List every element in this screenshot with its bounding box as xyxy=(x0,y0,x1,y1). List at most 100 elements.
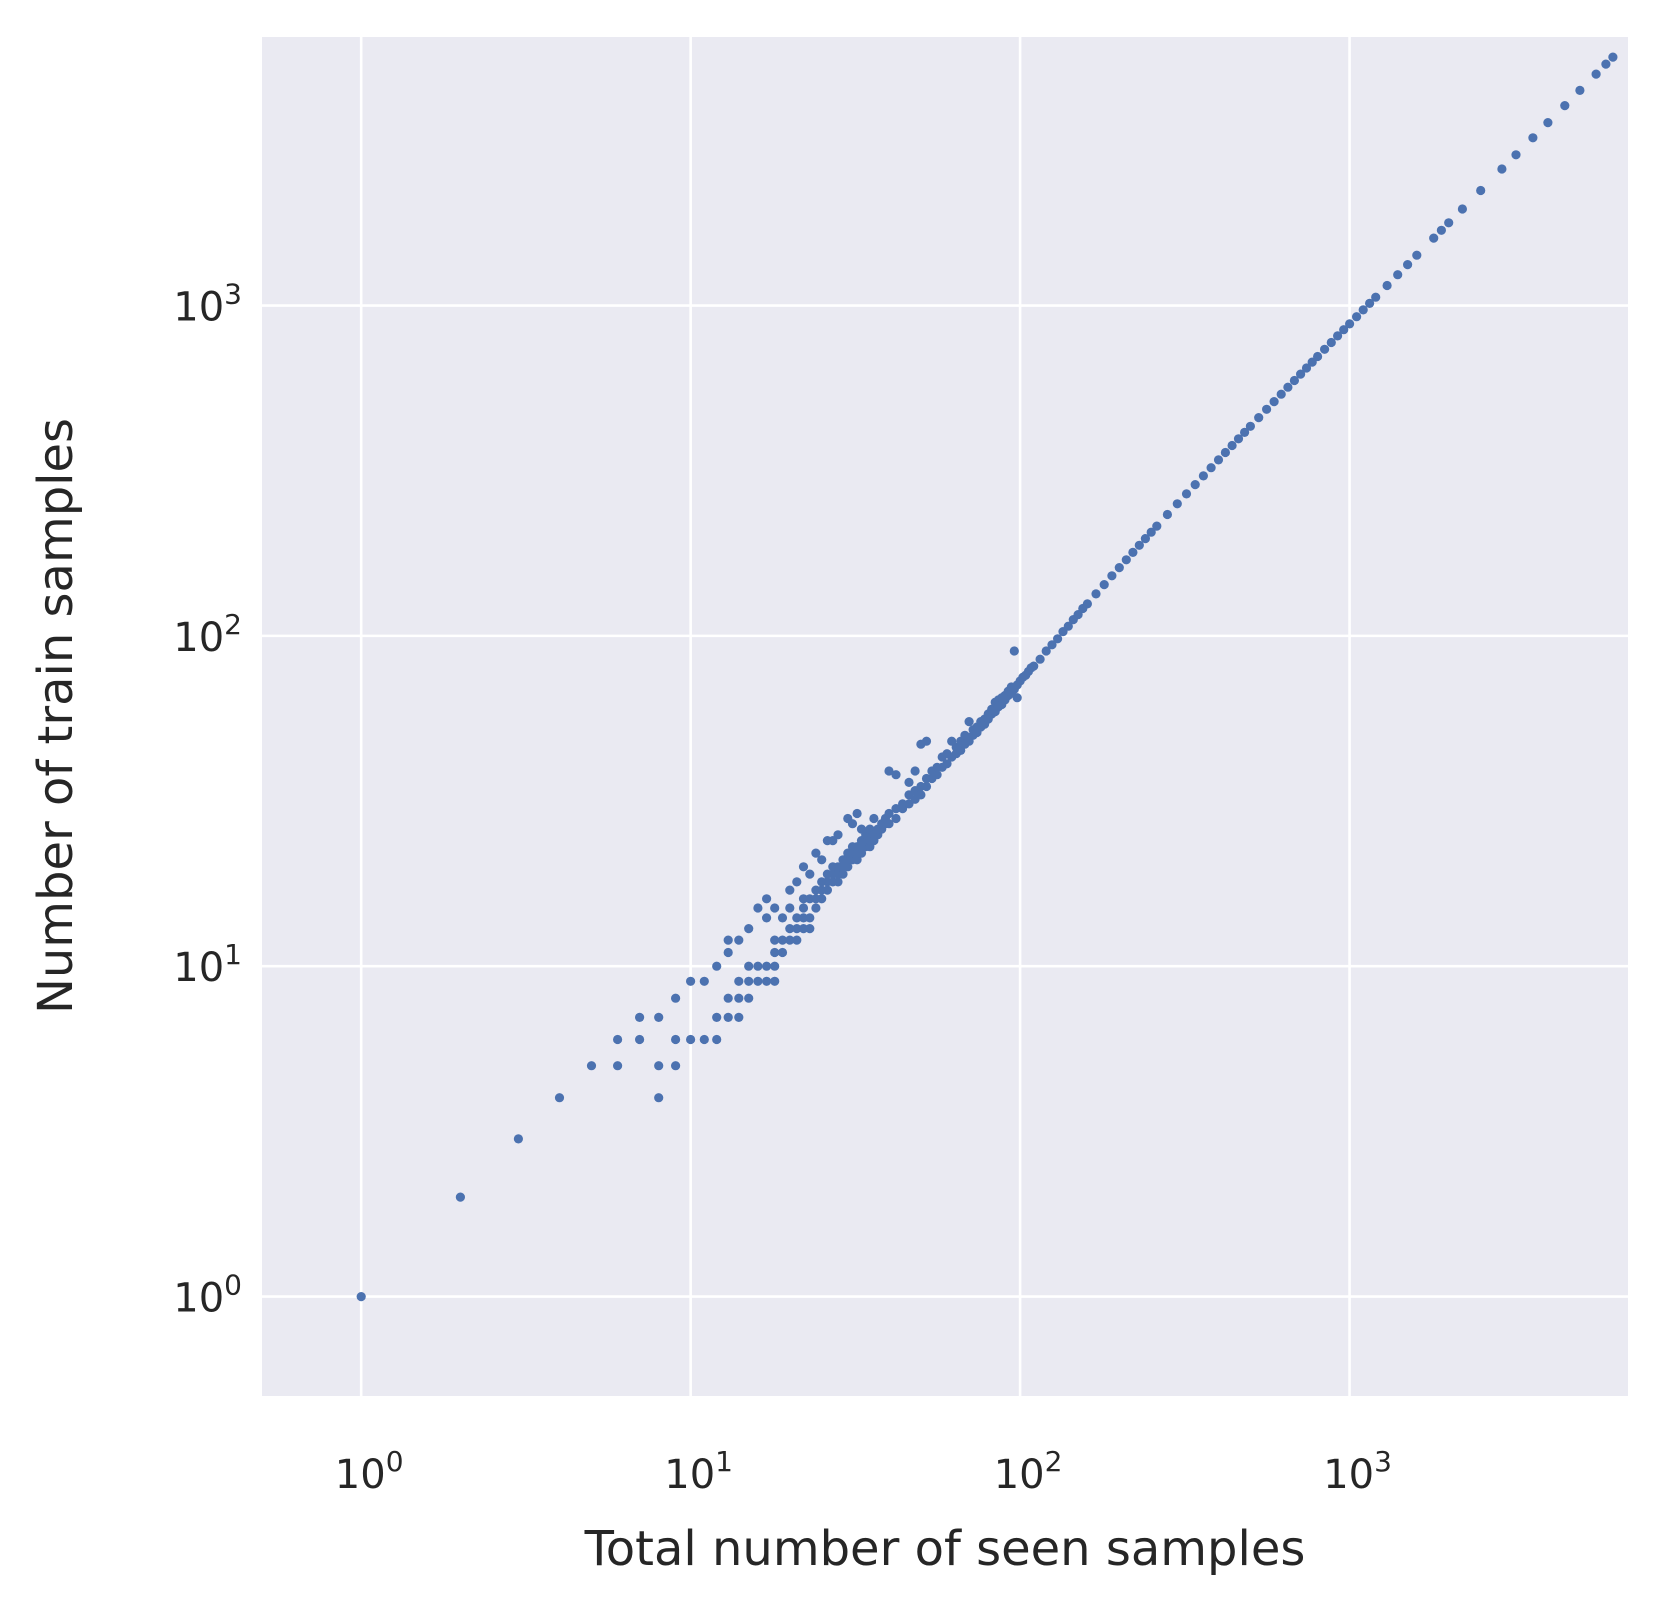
data-point xyxy=(869,813,879,824)
data-point xyxy=(1283,382,1293,392)
data-point xyxy=(884,766,894,776)
data-point xyxy=(1146,527,1156,537)
data-point xyxy=(635,1034,645,1045)
data-point xyxy=(852,855,862,865)
data-point xyxy=(817,894,827,904)
data-point xyxy=(964,717,974,727)
data-point xyxy=(686,976,696,986)
data-point xyxy=(671,993,681,1003)
data-point xyxy=(1063,621,1073,631)
data-point xyxy=(1528,133,1538,143)
data-point xyxy=(734,976,744,986)
data-point xyxy=(777,947,788,958)
data-point xyxy=(770,947,780,958)
data-point xyxy=(884,819,894,829)
data-point xyxy=(1053,634,1063,644)
data-point xyxy=(770,935,780,945)
y-axis-label: Number of train samples xyxy=(28,418,84,1014)
data-point xyxy=(1220,447,1230,458)
data-point xyxy=(723,1012,733,1023)
data-point xyxy=(770,903,780,913)
data-point xyxy=(1301,363,1312,373)
grid-lines xyxy=(262,37,1628,1396)
data-point xyxy=(1371,292,1381,302)
data-point xyxy=(654,1093,664,1103)
data-point xyxy=(734,1012,744,1023)
data-point xyxy=(699,976,709,986)
data-point xyxy=(762,913,772,923)
y-tick-label: 102 xyxy=(173,608,242,661)
data-point xyxy=(1403,260,1413,270)
data-point xyxy=(792,924,802,934)
data-point xyxy=(811,903,821,913)
data-point xyxy=(1099,580,1109,590)
data-point xyxy=(734,993,744,1003)
data-point xyxy=(1140,534,1150,544)
data-point xyxy=(1393,270,1403,280)
data-point xyxy=(1560,101,1570,111)
data-point xyxy=(805,924,815,934)
data-point xyxy=(1326,337,1336,348)
data-point xyxy=(1206,463,1216,473)
data-point xyxy=(744,924,754,934)
data-point xyxy=(792,935,802,945)
data-point xyxy=(1082,599,1092,609)
data-point xyxy=(744,976,754,986)
data-point xyxy=(586,1061,597,1071)
data-point xyxy=(1227,440,1237,451)
data-point xyxy=(798,924,809,934)
x-tick-label: 101 xyxy=(664,1445,733,1498)
data-point xyxy=(753,903,763,913)
data-point xyxy=(1543,118,1553,128)
data-point xyxy=(792,913,802,923)
data-point xyxy=(932,770,942,780)
data-point xyxy=(792,877,802,887)
data-point xyxy=(1289,375,1299,386)
data-point xyxy=(1107,571,1117,581)
data-point xyxy=(1198,471,1208,481)
data-point xyxy=(762,961,772,971)
data-point xyxy=(1382,280,1392,291)
data-point xyxy=(891,813,901,824)
data-point xyxy=(843,862,853,872)
data-point xyxy=(1345,319,1355,329)
data-point xyxy=(1121,555,1131,565)
data-point xyxy=(921,781,932,792)
data-point xyxy=(699,1034,709,1045)
x-tick-label: 100 xyxy=(335,1445,404,1498)
data-point xyxy=(1591,69,1601,79)
data-point xyxy=(734,935,744,945)
data-point xyxy=(916,790,926,800)
data-point xyxy=(833,877,843,887)
data-point xyxy=(654,1012,664,1023)
x-tick-label: 102 xyxy=(994,1445,1063,1498)
data-point xyxy=(1339,325,1349,335)
data-point xyxy=(1333,331,1343,341)
data-point xyxy=(712,1012,722,1023)
data-point xyxy=(904,777,914,788)
data-point xyxy=(1047,640,1057,650)
data-point xyxy=(762,894,772,904)
data-point xyxy=(712,961,722,971)
data-point xyxy=(513,1134,524,1144)
data-point xyxy=(1035,654,1045,664)
data-point xyxy=(1320,344,1330,354)
data-point xyxy=(910,766,920,776)
data-point xyxy=(671,1034,681,1045)
data-point xyxy=(1233,434,1244,444)
data-point xyxy=(1601,59,1611,69)
y-tick-label: 100 xyxy=(173,1269,242,1322)
data-point xyxy=(852,808,862,819)
data-point xyxy=(712,1034,722,1045)
data-point xyxy=(613,1061,623,1071)
data-point xyxy=(1029,661,1039,671)
data-point xyxy=(1172,499,1182,509)
data-point xyxy=(753,976,763,986)
data-point xyxy=(1429,233,1439,243)
data-point xyxy=(1412,250,1422,260)
data-point xyxy=(891,770,901,780)
data-point xyxy=(1497,164,1507,174)
data-point xyxy=(1240,427,1250,437)
data-point xyxy=(723,993,733,1003)
